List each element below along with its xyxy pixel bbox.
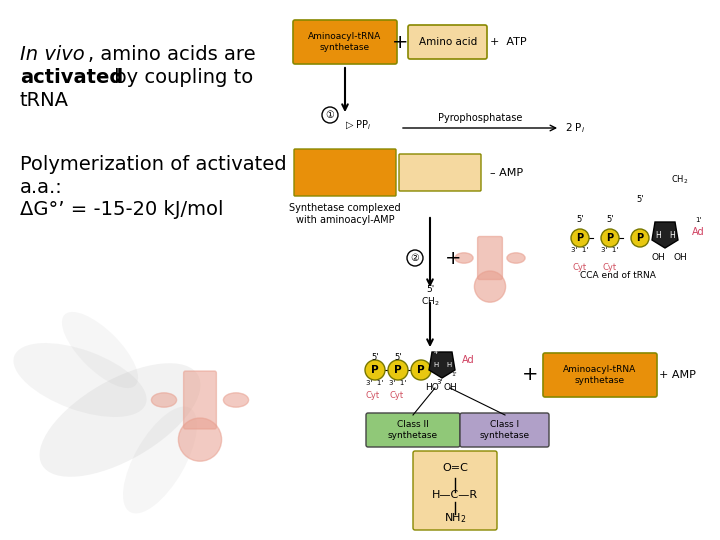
- Text: Class II
synthetase: Class II synthetase: [388, 420, 438, 440]
- Text: H: H: [433, 362, 438, 368]
- Circle shape: [322, 107, 338, 123]
- Ellipse shape: [151, 393, 176, 407]
- Text: ΔG°’ = -15-20 kJ/mol: ΔG°’ = -15-20 kJ/mol: [20, 200, 223, 219]
- FancyBboxPatch shape: [543, 353, 657, 397]
- FancyBboxPatch shape: [408, 25, 487, 59]
- Text: 2 P$_i$: 2 P$_i$: [565, 121, 585, 135]
- FancyBboxPatch shape: [294, 149, 396, 196]
- Text: – AMP: – AMP: [490, 168, 523, 178]
- Text: a.a.:: a.a.:: [20, 178, 63, 197]
- Circle shape: [571, 229, 589, 247]
- Circle shape: [179, 418, 222, 461]
- Ellipse shape: [123, 407, 197, 514]
- Text: H—C—R: H—C—R: [432, 490, 478, 500]
- Circle shape: [474, 271, 505, 302]
- Text: CH$_2$: CH$_2$: [671, 174, 689, 186]
- Ellipse shape: [455, 253, 473, 263]
- Ellipse shape: [507, 253, 525, 263]
- Text: 3'  1': 3' 1': [601, 247, 618, 253]
- Text: ①: ①: [325, 110, 334, 120]
- Text: CCA end of tRNA: CCA end of tRNA: [580, 271, 656, 280]
- Text: Cyt: Cyt: [390, 390, 404, 400]
- Text: tRNA: tRNA: [20, 91, 69, 110]
- Circle shape: [407, 250, 423, 266]
- Text: , amino acids are: , amino acids are: [88, 45, 256, 64]
- Text: Cyt: Cyt: [573, 264, 587, 273]
- Circle shape: [601, 229, 619, 247]
- Text: P: P: [394, 365, 402, 375]
- Text: 5': 5': [636, 195, 644, 205]
- FancyBboxPatch shape: [477, 237, 503, 280]
- FancyBboxPatch shape: [413, 451, 497, 530]
- Text: +  ATP: + ATP: [490, 37, 526, 47]
- Text: +: +: [445, 248, 462, 267]
- Text: +: +: [392, 32, 408, 51]
- Text: 3'  1': 3' 1': [366, 380, 384, 386]
- Text: activated: activated: [20, 68, 123, 87]
- FancyBboxPatch shape: [460, 413, 549, 447]
- Text: 5': 5': [395, 354, 402, 362]
- Text: 4': 4': [434, 350, 440, 355]
- Text: by coupling to: by coupling to: [108, 68, 253, 87]
- Text: NH$_2$: NH$_2$: [444, 511, 467, 525]
- Text: Amino acid: Amino acid: [419, 37, 477, 47]
- Text: O=C: O=C: [442, 463, 468, 473]
- Ellipse shape: [40, 363, 200, 477]
- Text: H: H: [669, 232, 675, 240]
- FancyBboxPatch shape: [366, 413, 460, 447]
- Ellipse shape: [223, 393, 248, 407]
- Text: 3': 3': [437, 379, 444, 385]
- FancyBboxPatch shape: [399, 154, 481, 191]
- Text: P: P: [417, 365, 425, 375]
- Text: P: P: [606, 233, 613, 243]
- Circle shape: [365, 360, 385, 380]
- Text: +: +: [522, 366, 539, 384]
- Text: 5': 5': [372, 354, 379, 362]
- Circle shape: [411, 360, 431, 380]
- Text: Class I
synthetase: Class I synthetase: [480, 420, 530, 440]
- Ellipse shape: [14, 343, 147, 417]
- Text: Ad: Ad: [462, 355, 474, 365]
- Text: ▷ PP$_i$: ▷ PP$_i$: [345, 118, 372, 132]
- Text: H: H: [446, 362, 451, 368]
- Text: ②: ②: [410, 253, 419, 263]
- Text: OH: OH: [651, 253, 665, 262]
- Polygon shape: [429, 352, 455, 378]
- Text: 5'
CH$_2$: 5' CH$_2$: [420, 285, 439, 308]
- FancyBboxPatch shape: [293, 20, 397, 64]
- Text: + AMP: + AMP: [659, 370, 696, 380]
- Circle shape: [631, 229, 649, 247]
- Text: Cyt: Cyt: [603, 264, 617, 273]
- Text: 5': 5': [576, 215, 584, 225]
- Text: 5': 5': [606, 215, 613, 225]
- Text: Ad: Ad: [692, 227, 704, 237]
- Polygon shape: [652, 222, 678, 248]
- FancyBboxPatch shape: [184, 371, 217, 429]
- Text: 3'  1': 3' 1': [390, 380, 407, 386]
- Text: 1': 1': [451, 373, 457, 377]
- Text: Aminoacyl-tRNA
synthetase: Aminoacyl-tRNA synthetase: [563, 365, 636, 385]
- Text: P: P: [577, 233, 584, 243]
- Text: H: H: [449, 345, 454, 351]
- Text: In vivo: In vivo: [20, 45, 85, 64]
- Text: H: H: [655, 232, 661, 240]
- Text: OH: OH: [443, 383, 457, 393]
- Text: Synthetase complexed
with aminoacyl-AMP: Synthetase complexed with aminoacyl-AMP: [289, 203, 401, 225]
- Text: Pyrophosphatase: Pyrophosphatase: [438, 113, 522, 123]
- Text: 1': 1': [695, 217, 701, 223]
- Text: Polymerization of activated: Polymerization of activated: [20, 155, 287, 174]
- Text: HO: HO: [425, 383, 439, 393]
- Circle shape: [388, 360, 408, 380]
- Ellipse shape: [62, 312, 138, 388]
- Text: Aminoacyl-tRNA
synthetase: Aminoacyl-tRNA synthetase: [308, 32, 382, 52]
- Text: 3'  1': 3' 1': [572, 247, 589, 253]
- Text: Cyt: Cyt: [366, 390, 380, 400]
- Text: OH: OH: [673, 253, 687, 262]
- Text: P: P: [372, 365, 379, 375]
- Text: P: P: [636, 233, 644, 243]
